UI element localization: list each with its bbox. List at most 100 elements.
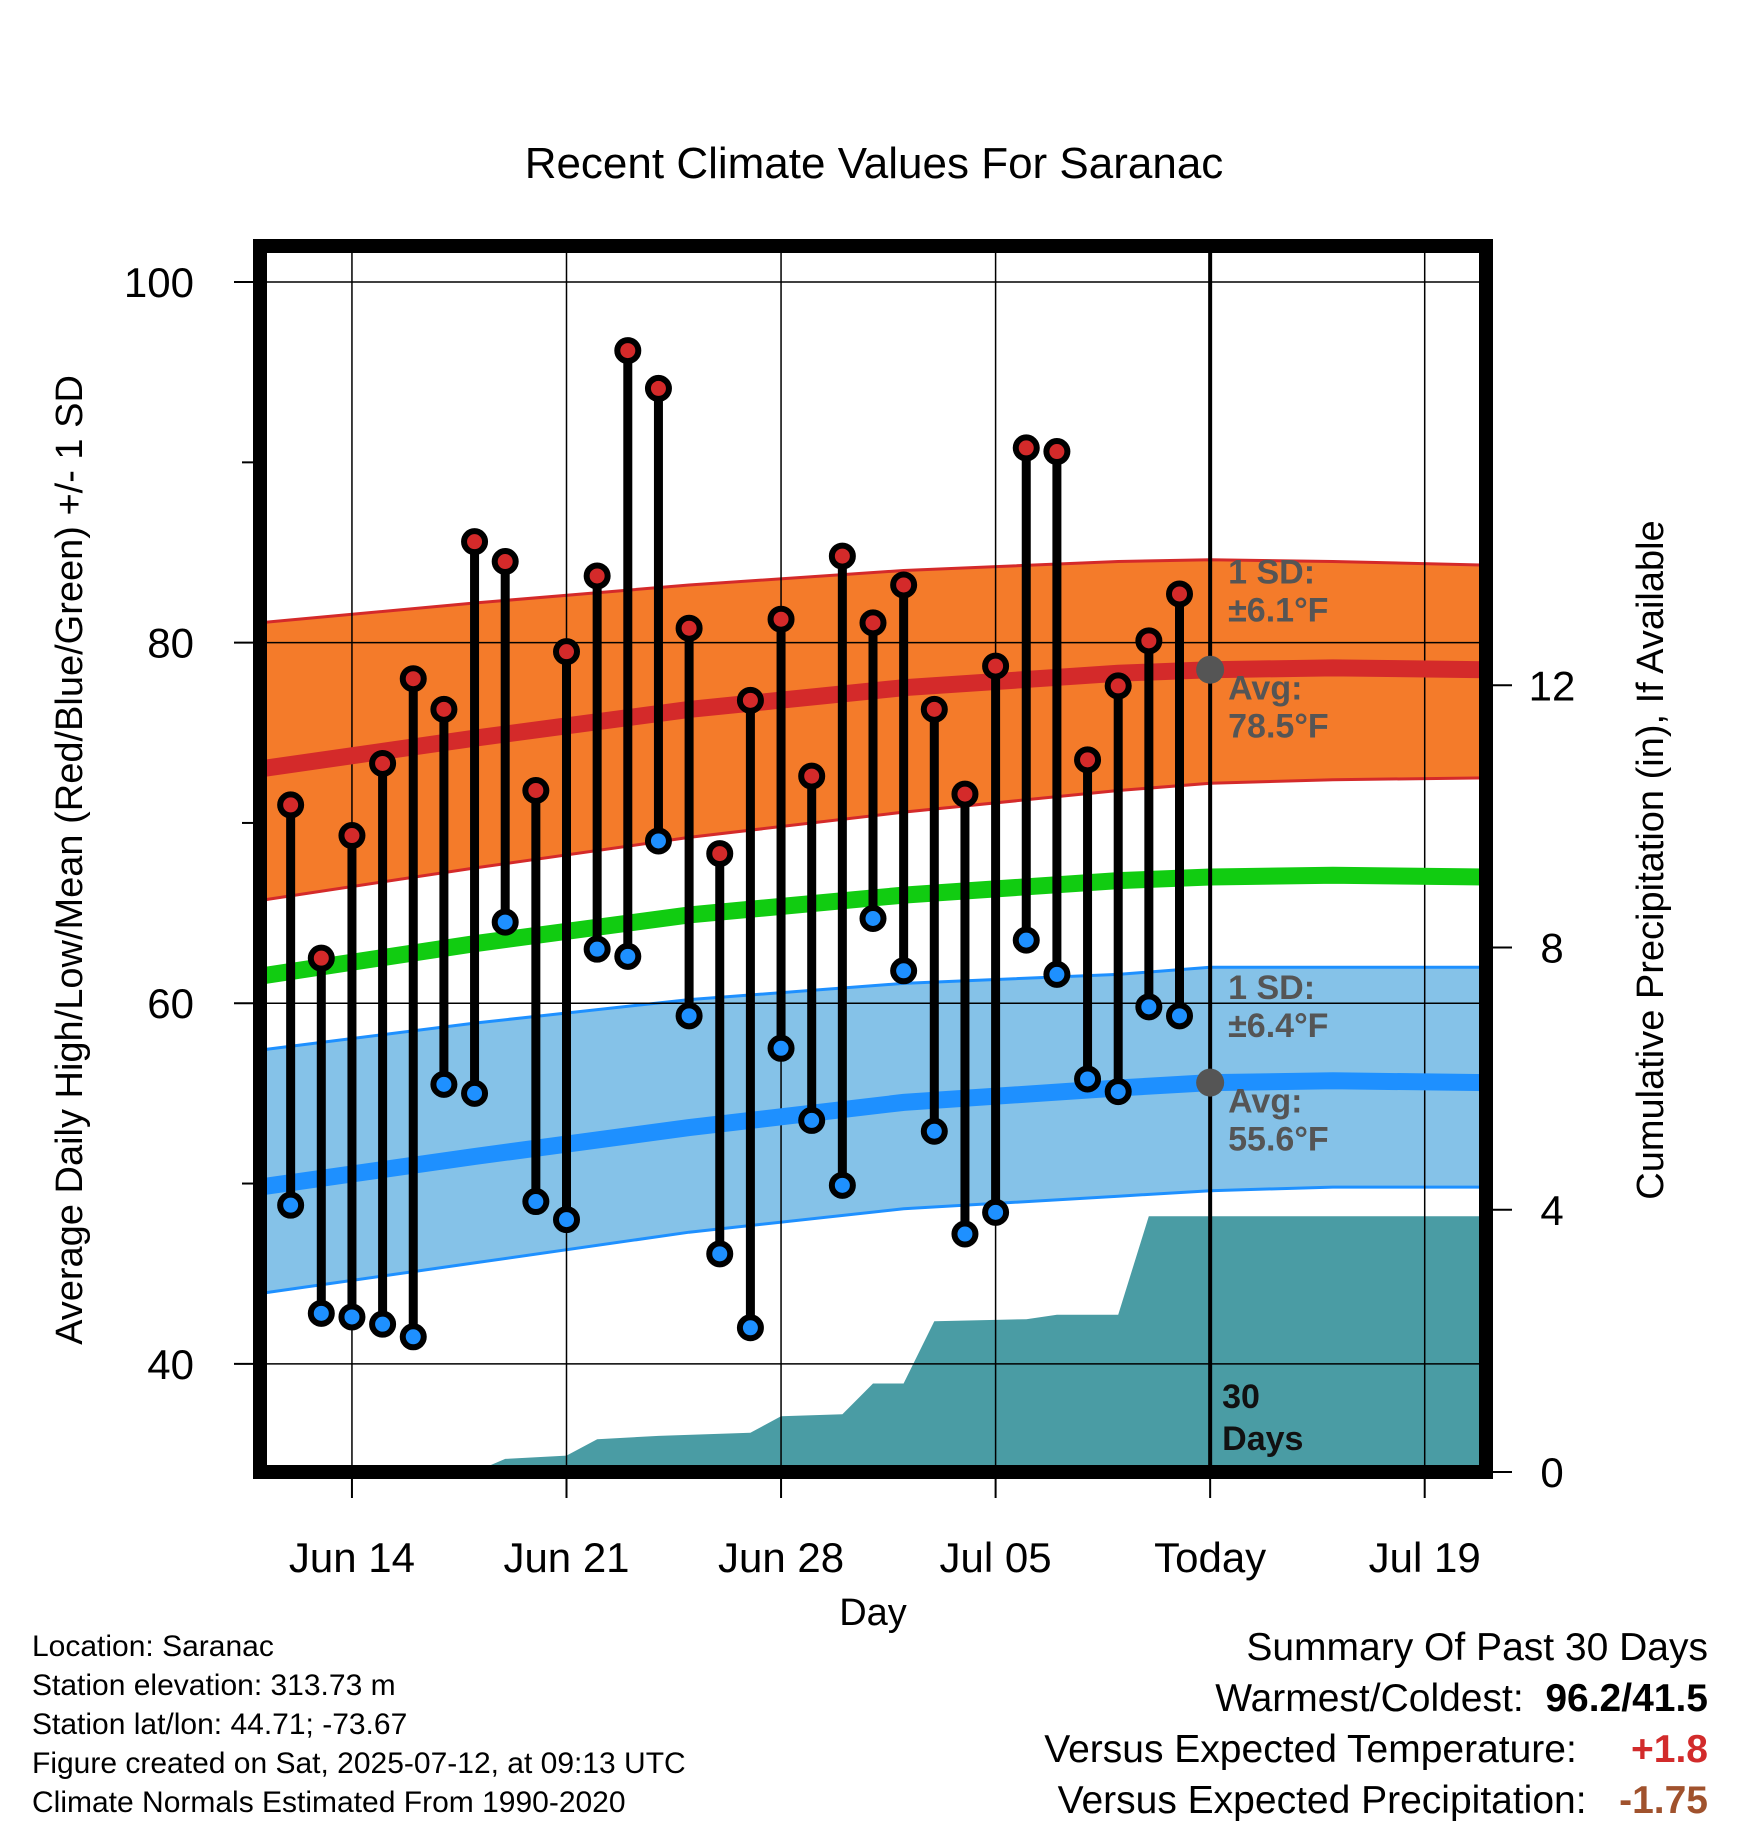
daily-low-point <box>338 1303 366 1331</box>
daily-low-point <box>1104 1078 1132 1106</box>
created-text: Figure created on Sat, 2025-07-12, at 09… <box>32 1747 686 1780</box>
daily-high-point <box>307 944 335 972</box>
daily-low-point <box>1135 993 1163 1021</box>
daily-low-point <box>369 1310 397 1338</box>
y2-tick-label: 4 <box>1540 1187 1563 1234</box>
daily-high-point <box>920 695 948 723</box>
daily-low-point <box>307 1299 335 1327</box>
normals-text: Climate Normals Estimated From 1990-2020 <box>32 1786 626 1819</box>
daily-low-point <box>461 1079 489 1107</box>
daily-high-point <box>706 840 734 868</box>
x-tick-label: Jun 28 <box>718 1534 844 1581</box>
daily-low-point <box>675 1002 703 1030</box>
y-axis-label: Average Daily High/Low/Mean (Red/Blue/Gr… <box>49 375 91 1345</box>
y2-tick-label: 8 <box>1540 925 1563 972</box>
chart-title: Recent Climate Values For Saranac <box>525 139 1224 188</box>
today-low-normal-point <box>1196 1068 1225 1097</box>
daily-high-point <box>614 337 642 365</box>
high-band-upper-edge <box>259 558 1487 625</box>
daily-high-point <box>1043 438 1071 466</box>
daily-low-point <box>706 1240 734 1268</box>
days-label: 30 <box>1222 1378 1260 1416</box>
normal-high-line <box>258 659 1487 778</box>
daily-high-point <box>491 548 519 576</box>
daily-low-point <box>430 1070 458 1098</box>
x-tick-label: Today <box>1154 1534 1266 1581</box>
daily-high-point <box>859 609 887 637</box>
summary-title: Summary Of Past 30 Days <box>1246 1626 1708 1669</box>
plot-frame <box>253 239 1493 1479</box>
daily-high-point <box>1166 580 1193 608</box>
daily-high-point <box>399 665 427 693</box>
daily-low-point <box>920 1117 948 1145</box>
daily-high-point <box>553 638 580 666</box>
temp-row: Versus Expected Temperature: +1.8 <box>1044 1724 1708 1775</box>
normal-lines <box>258 659 1487 1196</box>
high-sd-annotation: 1 SD: <box>1228 554 1315 592</box>
daily-low-point <box>1074 1065 1102 1093</box>
daily-low-point <box>583 935 611 963</box>
daily-high-point <box>430 695 458 723</box>
precip-label: Versus Expected Precipitation: <box>1057 1779 1587 1822</box>
temp-value: +1.8 <box>1631 1728 1708 1771</box>
x-tick-label: Jun 21 <box>503 1534 629 1581</box>
daily-low-point <box>767 1034 795 1062</box>
daily-high-point <box>1104 672 1132 700</box>
y-tick-label: 100 <box>124 259 194 306</box>
daily-high-point <box>951 780 979 808</box>
high-band-lower-edge <box>259 776 1487 902</box>
daily-high-point <box>522 776 550 804</box>
daily-high-point <box>1074 746 1102 774</box>
y2-tick-label: 0 <box>1540 1449 1563 1496</box>
daily-high-point <box>1135 627 1163 655</box>
daily-high-point <box>767 605 795 633</box>
cumulative-precip-area <box>260 1216 1486 1472</box>
daily-high-point <box>461 528 489 556</box>
daily-high-point <box>583 562 611 590</box>
warmest-row: Warmest/Coldest: 96.2/41.5 <box>1044 1673 1708 1724</box>
daily-low-point <box>277 1191 305 1219</box>
low-avg-annotation: 55.6°F <box>1228 1121 1329 1159</box>
daily-low-point <box>890 957 918 985</box>
days-label: Days <box>1222 1420 1303 1458</box>
daily-low-point <box>736 1314 764 1342</box>
daily-low-point <box>951 1220 979 1248</box>
daily-low-point <box>859 904 887 932</box>
warmest-label: Warmest/Coldest: <box>1215 1677 1524 1720</box>
daily-high-point <box>736 686 764 714</box>
x-tick-label: Jul 05 <box>940 1534 1052 1581</box>
axes: Jun 14 Jun 21 Jun 28 Jul 05 Today Jul 1940608… <box>124 259 1575 1581</box>
daily-high-point <box>798 762 826 790</box>
low-band-upper-edge <box>259 965 1486 1052</box>
normal-mean-line <box>258 866 1487 985</box>
warmest-value: 96.2/41.5 <box>1545 1677 1708 1720</box>
elevation-text: Station elevation: 313.73 m <box>32 1669 396 1702</box>
normal-low-line <box>258 1072 1487 1196</box>
low-avg-annotation: Avg: <box>1228 1083 1302 1121</box>
daily-low-point <box>644 827 672 855</box>
x-axis-label: Day <box>839 1592 907 1634</box>
y2-axis-label: Cumulative Precipitation (in), If Availa… <box>1630 520 1672 1199</box>
daily-low-point <box>614 942 642 970</box>
daily-high-point <box>982 652 1010 680</box>
high-avg-annotation: 78.5°F <box>1228 708 1329 746</box>
daily-low-point <box>399 1323 427 1351</box>
low-band-lower-edge <box>259 1185 1486 1295</box>
precip-value: -1.75 <box>1619 1779 1708 1822</box>
daily-low-point <box>828 1171 856 1199</box>
today-high-normal-point <box>1196 655 1225 684</box>
high-avg-annotation: Avg: <box>1228 670 1302 708</box>
daily-high-point <box>828 542 856 570</box>
daily-low-point <box>522 1188 550 1216</box>
x-tick-label: Jun 14 <box>289 1534 415 1581</box>
summary-panel: Summary Of Past 30 Days Warmest/Coldest:… <box>1044 1622 1708 1826</box>
low-sd-annotation: ±6.4°F <box>1228 1007 1328 1045</box>
daily-observations <box>277 337 1193 1351</box>
x-tick-label: Jul 19 <box>1369 1534 1481 1581</box>
low-sd-annotation: 1 SD: <box>1228 969 1315 1007</box>
daily-low-point <box>1166 1002 1193 1030</box>
daily-low-point <box>553 1206 580 1234</box>
daily-low-point <box>798 1106 826 1134</box>
